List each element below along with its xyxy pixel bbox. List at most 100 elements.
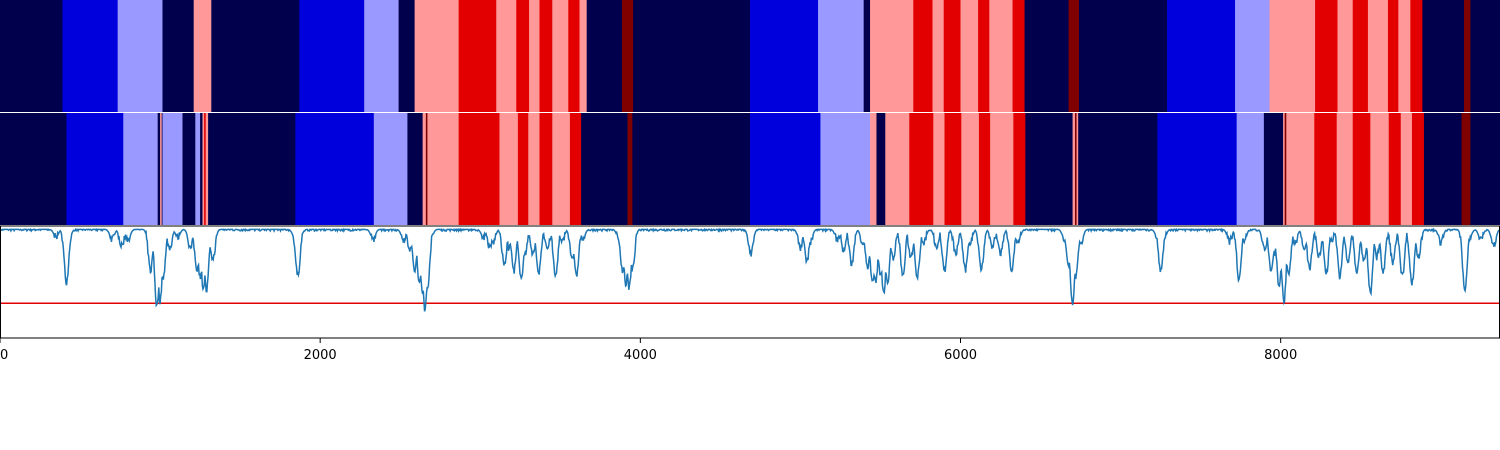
heatmap-cell	[425, 113, 428, 225]
heatmap-cell	[1068, 0, 1080, 112]
signal-line	[0, 227, 1500, 312]
heatmap-cell	[632, 113, 751, 225]
heatmap-cell	[295, 113, 375, 225]
heatmap-cell	[552, 113, 571, 225]
heatmap-cell	[750, 113, 821, 225]
heatmap-cell	[1336, 113, 1354, 225]
heatmap-cell	[1315, 0, 1338, 112]
heatmap-cell	[1236, 113, 1265, 225]
heatmap-cell	[117, 0, 163, 112]
heatmap-cell	[1283, 113, 1286, 225]
heatmap-cell	[373, 113, 408, 225]
x-tick-label: 2000	[304, 348, 337, 363]
heatmap-cell	[990, 113, 1014, 225]
heatmap-cell	[885, 113, 910, 225]
heatmap-cell	[932, 0, 945, 112]
heatmap-cell	[516, 0, 530, 112]
x-tick-label: 6000	[944, 348, 977, 363]
heatmap-cell	[1470, 0, 1500, 112]
heatmap-cell	[581, 113, 628, 225]
heatmap-cell	[195, 113, 201, 225]
heatmap-strips	[0, 0, 1500, 225]
heatmap-cell	[978, 0, 990, 112]
heatmap-cell	[1423, 113, 1462, 225]
heatmap-cell	[202, 113, 205, 225]
heatmap-cell	[989, 0, 1013, 112]
heatmap-cell	[299, 0, 365, 112]
heatmap-cell	[430, 113, 460, 225]
heatmap-cell	[1410, 0, 1423, 112]
heatmap-cell	[539, 113, 553, 225]
heatmap-cell	[1024, 0, 1069, 112]
heatmap-cell	[1470, 113, 1500, 225]
heatmap-cell	[1013, 113, 1026, 225]
heatmap-cell	[1012, 0, 1025, 112]
heatmap-cell	[579, 0, 588, 112]
heatmap-cell	[876, 113, 886, 225]
signal-panel-frame	[0, 225, 1500, 339]
heatmap-cell	[398, 0, 416, 112]
heatmap-cell	[200, 113, 203, 225]
heatmap-cell	[1235, 0, 1270, 112]
heatmap-cell	[633, 0, 751, 112]
heatmap-cell	[978, 113, 991, 225]
heatmap-cell	[162, 0, 195, 112]
heatmap-cell	[569, 113, 582, 225]
heatmap-cell	[1370, 113, 1390, 225]
heatmap-cell	[123, 113, 159, 225]
heatmap-cell	[1411, 113, 1425, 225]
heatmap-cell	[552, 0, 569, 112]
x-tick-label: 0	[0, 348, 8, 363]
heatmap-cell	[1367, 0, 1389, 112]
heatmap-cell	[427, 113, 432, 225]
heatmap-cell	[627, 113, 633, 225]
heatmap-cell	[539, 0, 553, 112]
heatmap-cell	[1422, 0, 1465, 112]
heatmap-cell	[1286, 113, 1315, 225]
heatmap-cell	[1074, 113, 1077, 225]
heatmap-cell	[211, 0, 300, 112]
heatmap-cell	[1352, 0, 1369, 112]
heatmap-cell	[568, 0, 580, 112]
heatmap-cell	[1388, 113, 1402, 225]
heatmap-cell	[1072, 113, 1076, 225]
heatmap-cell	[960, 0, 979, 112]
heatmap-cell	[1398, 0, 1411, 112]
heatmap-cell	[1352, 113, 1371, 225]
heatmap-cell	[528, 113, 540, 225]
heatmap-cell	[161, 113, 163, 225]
heatmap-cell	[1078, 0, 1168, 112]
heatmap-cell	[66, 113, 124, 225]
heatmap-cell	[364, 0, 400, 112]
heatmap-cell	[499, 113, 519, 225]
heatmap-cell	[193, 0, 212, 112]
heatmap-cell	[157, 113, 161, 225]
heatmap-cell	[913, 0, 933, 112]
heatmap-strip-2	[0, 113, 1500, 225]
heatmap-cell	[944, 113, 962, 225]
heatmap-strip-1	[0, 0, 1500, 112]
x-tick-label: 8000	[1264, 348, 1297, 363]
heatmap-cell	[422, 113, 427, 225]
heatmap-cell	[1387, 0, 1399, 112]
heatmap-cell	[208, 113, 296, 225]
heatmap-cell	[820, 113, 871, 225]
heatmap-cell	[1078, 113, 1158, 225]
signal-panel	[0, 225, 1500, 339]
heatmap-cell	[943, 0, 961, 112]
heatmap-cell	[961, 113, 980, 225]
heatmap-cell	[458, 0, 497, 112]
heatmap-cell	[863, 0, 871, 112]
heatmap-cell	[1269, 0, 1316, 112]
heatmap-cell	[586, 0, 623, 112]
heatmap-cell	[458, 113, 500, 225]
heatmap-cell	[1025, 113, 1073, 225]
heatmap-cell	[1400, 113, 1413, 225]
heatmap-cell	[750, 0, 819, 112]
x-tick-label: 4000	[624, 348, 657, 363]
heatmap-cell	[1167, 0, 1236, 112]
heatmap-cell	[1284, 113, 1287, 225]
heatmap-cell	[1314, 113, 1338, 225]
heatmap-cell	[407, 113, 424, 225]
